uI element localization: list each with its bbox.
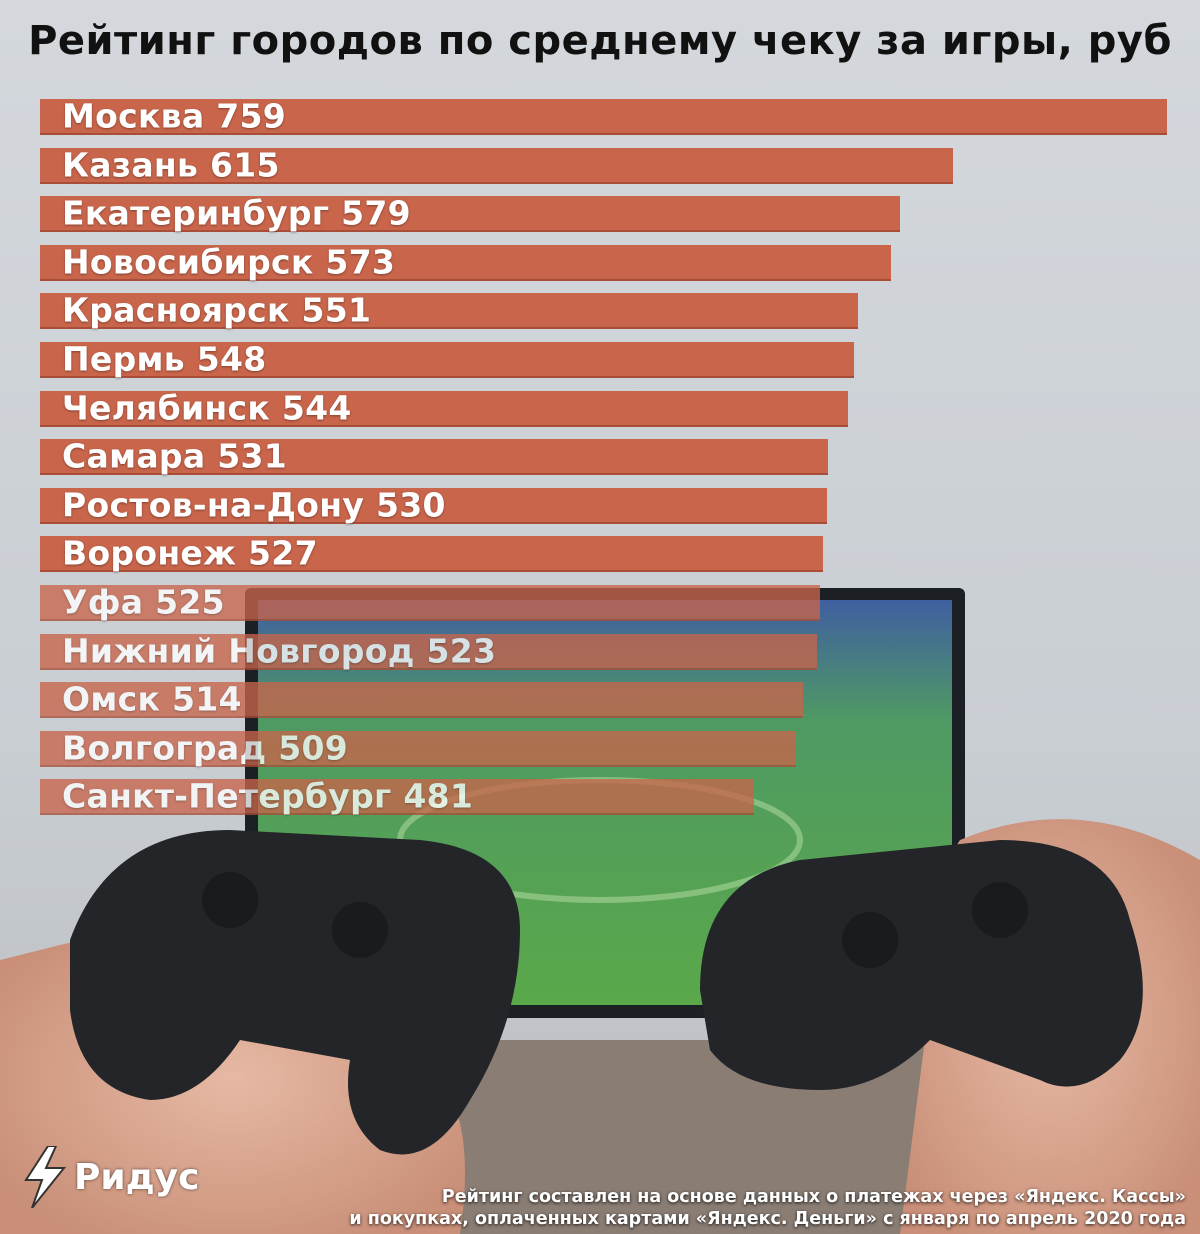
bar-7: Самара 531 xyxy=(40,437,828,476)
bar-11: Нижний Новгород 523 xyxy=(40,632,817,671)
lightning-bolt-icon xyxy=(24,1146,67,1208)
category-label: Москва xyxy=(62,96,205,136)
bar-8: Ростов-на-Дону 530 xyxy=(40,486,827,525)
value-label: 615 xyxy=(209,145,280,185)
value-label: 481 xyxy=(403,776,474,816)
source-footnote: Рейтинг составлен на основе данных о пла… xyxy=(349,1186,1186,1230)
value-label: 548 xyxy=(196,339,267,379)
category-label: Омск xyxy=(62,679,161,719)
ridus-logo: Ридус xyxy=(22,1144,200,1210)
bar-14: Санкт-Петербург 481 xyxy=(40,777,754,816)
footnote-line-2: и покупках, оплаченных картами «Яндекс. … xyxy=(349,1209,1186,1229)
value-label: 759 xyxy=(216,96,287,136)
category-label: Челябинск xyxy=(62,388,271,428)
bar-10: Уфа 525 xyxy=(40,583,820,622)
bar-label-10: Уфа 525 xyxy=(62,583,225,622)
category-label: Казань xyxy=(62,145,199,185)
value-label: 509 xyxy=(278,728,348,768)
bar-label-4: Красноярск 551 xyxy=(62,291,371,330)
category-label: Воронеж xyxy=(62,533,237,573)
chart-title: Рейтинг городов по среднему чеку за игры… xyxy=(28,18,1172,64)
bar-0: Москва 759 xyxy=(40,97,1167,136)
category-label: Нижний Новгород xyxy=(62,631,415,671)
bar-label-12: Омск 514 xyxy=(62,680,242,719)
bar-label-14: Санкт-Петербург 481 xyxy=(62,777,473,816)
right-gamepad xyxy=(700,840,1143,1090)
footnote-line-1: Рейтинг составлен на основе данных о пла… xyxy=(441,1187,1186,1207)
value-label: 514 xyxy=(171,679,242,719)
bar-3: Новосибирск 573 xyxy=(40,243,891,282)
bar-9: Воронеж 527 xyxy=(40,534,823,573)
category-label: Пермь xyxy=(62,339,185,379)
category-label: Ростов-на-Дону xyxy=(62,485,365,525)
bar-label-11: Нижний Новгород 523 xyxy=(62,632,496,671)
category-label: Новосибирск xyxy=(62,242,314,282)
value-label: 544 xyxy=(281,388,352,428)
value-label: 523 xyxy=(426,631,497,671)
left-gamepad xyxy=(70,830,520,1155)
bar-label-3: Новосибирск 573 xyxy=(62,243,395,282)
bar-1: Казань 615 xyxy=(40,146,953,185)
bar-13: Волгоград 509 xyxy=(40,729,796,768)
bar-label-5: Пермь 548 xyxy=(62,340,267,379)
logo-text: Ридус xyxy=(74,1156,200,1198)
value-label: 530 xyxy=(375,485,446,525)
bar-label-9: Воронеж 527 xyxy=(62,534,318,573)
bar-label-6: Челябинск 544 xyxy=(62,389,352,428)
category-label: Красноярск xyxy=(62,290,290,330)
bar-label-7: Самара 531 xyxy=(62,437,287,476)
value-label: 531 xyxy=(217,436,288,476)
value-label: 551 xyxy=(301,290,372,330)
category-label: Санкт-Петербург xyxy=(62,776,392,816)
bar-4: Красноярск 551 xyxy=(40,291,858,330)
value-label: 527 xyxy=(248,533,318,573)
category-label: Волгоград xyxy=(62,728,267,768)
value-label: 579 xyxy=(341,193,411,233)
bar-label-0: Москва 759 xyxy=(62,97,286,136)
bar-2: Екатеринбург 579 xyxy=(40,194,900,233)
category-label: Самара xyxy=(62,436,206,476)
bar-12: Омск 514 xyxy=(40,680,803,719)
bar-6: Челябинск 544 xyxy=(40,389,848,428)
bar-label-2: Екатеринбург 579 xyxy=(62,194,411,233)
value-label: 525 xyxy=(155,582,225,622)
category-label: Екатеринбург xyxy=(62,193,330,233)
bar-5: Пермь 548 xyxy=(40,340,854,379)
bar-label-13: Волгоград 509 xyxy=(62,729,348,768)
bar-label-1: Казань 615 xyxy=(62,146,280,185)
category-label: Уфа xyxy=(62,582,144,622)
bar-label-8: Ростов-на-Дону 530 xyxy=(62,486,446,525)
value-label: 573 xyxy=(325,242,396,282)
